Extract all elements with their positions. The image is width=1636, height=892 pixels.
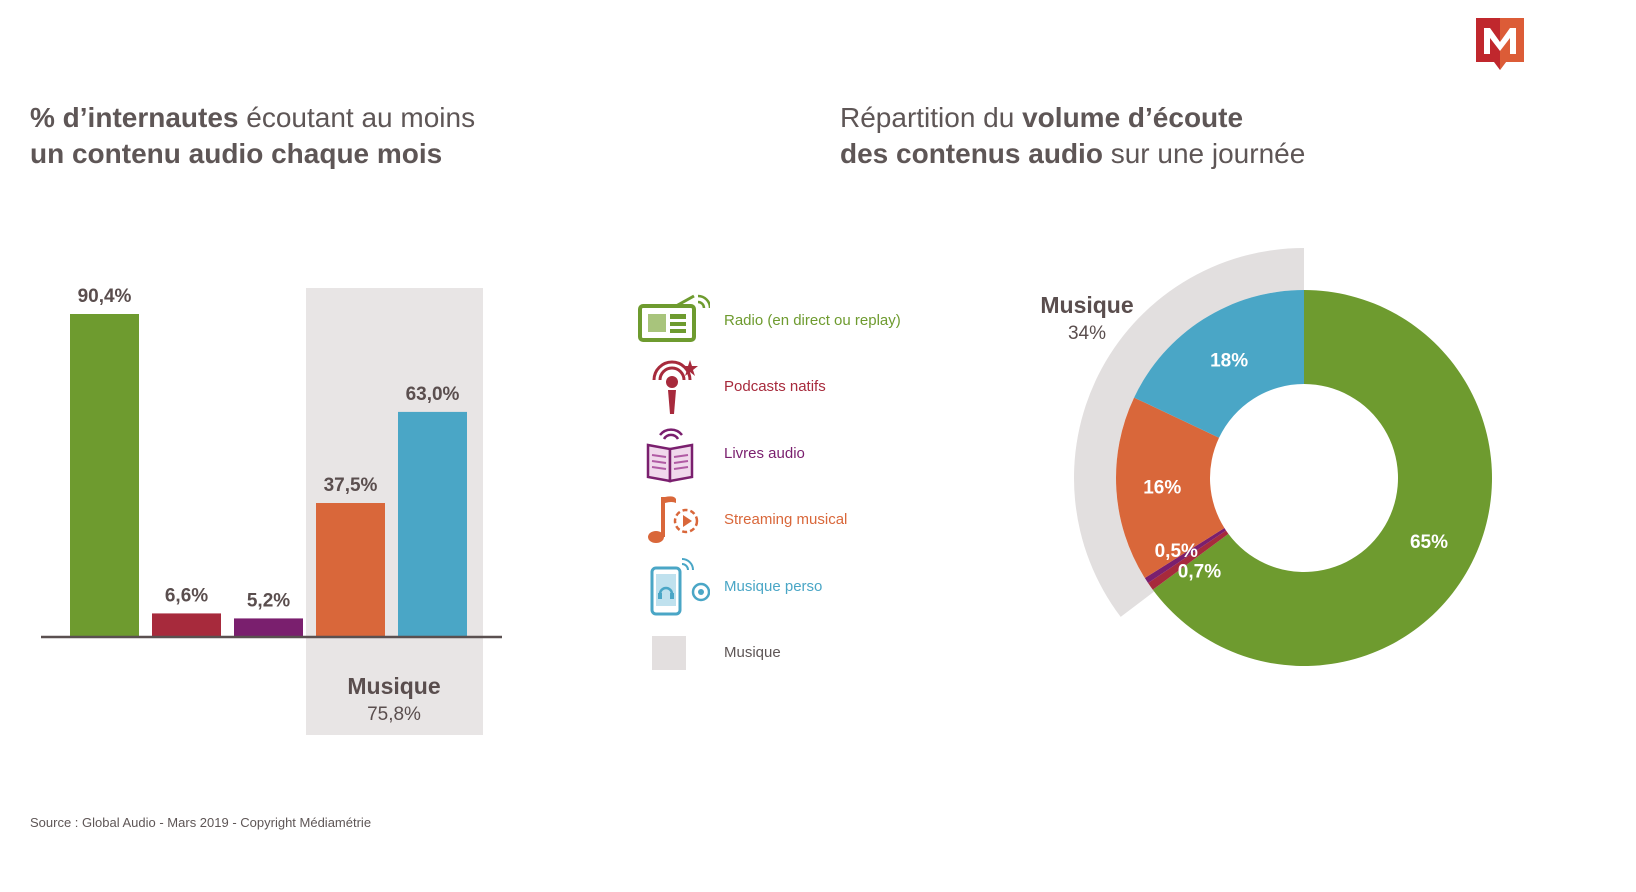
legend-label-musique: Musique [724,644,781,661]
donut-value-label-4: 16% [1143,477,1181,498]
legend-label-podcasts: Podcasts natifs [724,378,826,395]
musique-group-value: 75,8% [367,704,421,725]
legend-label-audiobooks: Livres audio [724,445,805,462]
donut-value-label-3: 0,5% [1155,541,1198,562]
musique-group-arc [1074,248,1304,617]
legend-item-audiobooks: Livres audio [638,425,958,485]
donut-slice-4 [1116,397,1225,579]
donut-chart: 65% 0,7%0,5% 16% 18% Musique 34% [1040,248,1492,666]
right-title-bold-2: des contenus audio [840,138,1103,169]
donut-musique-value: 34% [1068,323,1106,344]
bar-value-label-3: 5,2% [247,590,290,611]
bar-value-label-5: 63,0% [406,384,460,405]
right-title-text-1: Répartition du [840,102,1023,133]
personal-music-icon [650,558,710,616]
left-title-bold-1: % d’internautes [30,102,239,133]
legend-item-radio: Radio (en direct ou replay) [638,292,958,352]
left-chart-title: % d’internautes écoutant au moins un con… [30,100,475,172]
bar-value-label-4: 37,5% [324,475,378,496]
bar-chart: 90,4% 6,6% 5,2% 37,5% 63,0% Musique 75,8% [41,286,502,735]
podcast-icon [652,360,698,414]
donut-slice-2 [1148,530,1229,590]
donut-slice-3 [1144,528,1227,583]
bar-value-label-2: 6,6% [165,585,208,606]
donut-value-label-1: 65% [1410,532,1448,553]
legend-item-musique-perso: Musique perso [638,558,958,618]
mediametrie-logo [1476,18,1524,70]
bar-4 [316,503,385,637]
donut-value-label-5: 18% [1210,351,1248,372]
legend-label-musique-perso: Musique perso [724,578,823,595]
legend-label-streaming: Streaming musical [724,511,848,528]
donut-slice-1 [1152,290,1492,666]
legend-item-musique: Musique [638,624,958,684]
left-title-text-1: écoutant au moins [238,102,476,133]
donut-slice-5 [1134,290,1304,438]
audiobook-icon [646,428,694,483]
bar-1 [70,314,139,637]
legend-item-streaming: Streaming musical [638,491,958,551]
right-title-bold-1: volume d’écoute [1022,102,1244,133]
music-streaming-icon [648,496,699,543]
right-chart-title: Répartition du volume d’écoute des conte… [840,100,1305,172]
bar-5 [398,411,467,637]
right-title-text-2: sur une journée [1102,138,1306,169]
source-note: Source : Global Audio - Mars 2019 - Copy… [30,815,372,830]
musique-group-title: Musique [347,673,440,699]
donut-value-label-2: 0,7% [1178,561,1221,582]
radio-icon [638,294,710,342]
bar-2 [152,613,221,637]
donut-musique-title: Musique [1040,292,1133,318]
legend-item-podcasts: Podcasts natifs [638,358,958,418]
bar-value-label-1: 90,4% [78,286,132,307]
grey-square-icon [652,636,686,670]
legend-label-radio: Radio (en direct ou replay) [724,312,901,329]
bar-3 [234,618,303,637]
left-title-bold-2: un contenu audio chaque mois [30,138,443,169]
